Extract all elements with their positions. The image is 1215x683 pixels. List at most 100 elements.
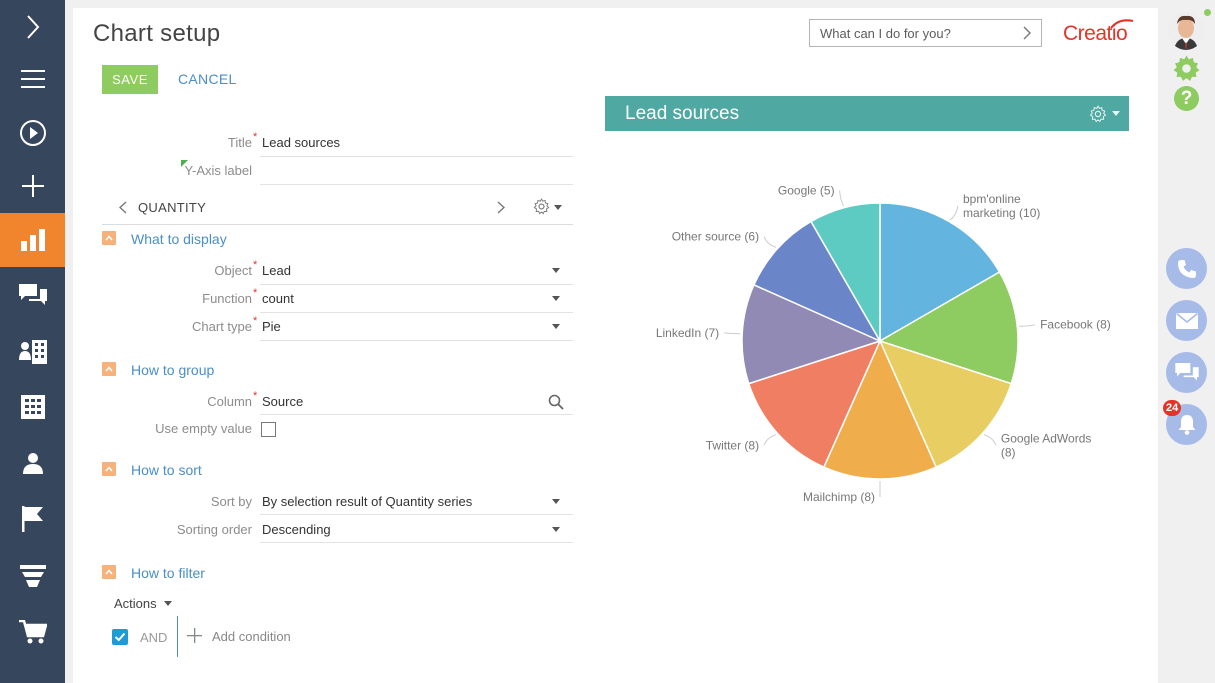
pie-slice-5[interactable] bbox=[741, 283, 883, 385]
nav-expand-icon[interactable] bbox=[0, 0, 65, 54]
pie-label-2: Google AdWords (8) bbox=[1001, 431, 1092, 459]
save-button[interactable]: SAVE bbox=[102, 65, 158, 94]
object-select[interactable]: Lead bbox=[262, 263, 291, 278]
collapse-what-to-display-icon[interactable] bbox=[102, 231, 116, 245]
nav-contacts-building-icon[interactable] bbox=[0, 325, 65, 379]
chart-type-select[interactable]: Pie bbox=[262, 319, 281, 334]
series-settings-gear-icon[interactable] bbox=[533, 198, 550, 215]
function-select[interactable]: count bbox=[262, 291, 294, 306]
use-empty-value-checkbox[interactable] bbox=[261, 422, 276, 437]
y-axis-input[interactable] bbox=[262, 163, 572, 179]
section-what-to-display[interactable]: What to display bbox=[131, 231, 227, 247]
nav-add-icon[interactable] bbox=[0, 159, 65, 213]
chart-settings-dropdown-icon[interactable] bbox=[1112, 111, 1120, 116]
filter-actions-label: Actions bbox=[114, 596, 157, 611]
column-lookup[interactable]: Source bbox=[262, 394, 304, 409]
filter-actions-button[interactable]: Actions bbox=[114, 596, 157, 611]
chart-type-label: Chart type bbox=[192, 319, 252, 334]
title-underline bbox=[260, 156, 573, 157]
filter-group-line bbox=[177, 616, 178, 657]
nav-chat-icon[interactable] bbox=[0, 269, 65, 323]
object-label: Object bbox=[214, 263, 252, 278]
filter-actions-dropdown-icon[interactable] bbox=[164, 601, 172, 606]
user-avatar[interactable] bbox=[1168, 12, 1204, 50]
add-condition-plus-icon[interactable] bbox=[187, 628, 202, 643]
title-label: Title bbox=[227, 135, 252, 150]
series-settings-dropdown-icon[interactable] bbox=[554, 205, 562, 210]
series-prev-icon[interactable] bbox=[119, 201, 127, 214]
email-icon[interactable] bbox=[1166, 300, 1207, 341]
localization-corner-icon bbox=[181, 160, 188, 167]
nav-funnel-icon[interactable] bbox=[0, 549, 65, 603]
y-axis-underline bbox=[260, 184, 573, 185]
notification-count-badge: 24 bbox=[1163, 400, 1182, 416]
pie-slice-1[interactable] bbox=[878, 270, 1019, 385]
pie-slice-2[interactable] bbox=[878, 339, 1013, 469]
sort-by-select[interactable]: By selection result of Quantity series bbox=[262, 494, 473, 509]
command-placeholder: What can I do for you? bbox=[820, 25, 951, 41]
object-dropdown-icon[interactable] bbox=[552, 268, 560, 273]
nav-menu-icon[interactable] bbox=[0, 52, 65, 106]
nav-person-icon[interactable] bbox=[0, 436, 65, 490]
chevron-right-icon[interactable] bbox=[1023, 26, 1031, 40]
column-required-mark: * bbox=[253, 390, 258, 402]
pie-leader-line-2 bbox=[983, 434, 997, 446]
pie-label-6: Other source (6) bbox=[672, 230, 759, 244]
add-condition-button[interactable]: Add condition bbox=[212, 629, 291, 644]
series-next-icon[interactable] bbox=[497, 201, 505, 214]
pie-slice-4[interactable] bbox=[747, 339, 882, 469]
command-line-input[interactable]: What can I do for you? bbox=[809, 19, 1042, 47]
pie-leader-line-0 bbox=[949, 205, 959, 221]
online-status-dot bbox=[1204, 9, 1211, 16]
sorting-order-underline bbox=[260, 542, 573, 543]
nav-accounts-icon[interactable] bbox=[0, 380, 65, 434]
pie-slice-0[interactable] bbox=[879, 202, 1001, 343]
sort-by-dropdown-icon[interactable] bbox=[552, 499, 560, 504]
pie-slice-6[interactable] bbox=[752, 220, 882, 343]
pie-slice-7[interactable] bbox=[809, 202, 881, 344]
sort-by-label: Sort by bbox=[210, 494, 252, 509]
cancel-button[interactable]: CANCEL bbox=[178, 71, 237, 87]
column-underline bbox=[260, 414, 573, 415]
function-underline bbox=[260, 312, 573, 313]
pie-leader-line-5 bbox=[724, 332, 741, 335]
search-icon[interactable] bbox=[548, 394, 564, 410]
chat-icon[interactable] bbox=[1166, 352, 1207, 393]
pie-leader-line-6 bbox=[763, 236, 777, 248]
page-title: Chart setup bbox=[93, 20, 221, 47]
sorting-order-select[interactable]: Descending bbox=[262, 522, 331, 537]
pie-label-5: LinkedIn (7) bbox=[656, 326, 719, 340]
section-how-to-group[interactable]: How to group bbox=[131, 362, 215, 378]
chart-type-dropdown-icon[interactable] bbox=[552, 324, 560, 329]
left-nav bbox=[0, 0, 65, 683]
pie-label-0: bpm'online marketing (10) bbox=[963, 192, 1040, 220]
pie-label-7: Google (5) bbox=[778, 183, 835, 197]
creatio-logo: Creatio bbox=[1063, 18, 1141, 48]
series-tab-quantity[interactable]: QUANTITY bbox=[138, 200, 207, 215]
right-communication-bar: ? 24 bbox=[1158, 0, 1215, 683]
section-how-to-sort[interactable]: How to sort bbox=[131, 462, 202, 478]
phone-icon[interactable] bbox=[1166, 248, 1207, 289]
collapse-how-to-filter-icon[interactable] bbox=[102, 565, 116, 579]
nav-cart-icon[interactable] bbox=[0, 605, 65, 659]
pie-slice-3[interactable] bbox=[822, 339, 938, 480]
nav-analytics-icon[interactable] bbox=[0, 213, 65, 267]
collapse-how-to-sort-icon[interactable] bbox=[102, 462, 116, 476]
column-label: Column bbox=[207, 394, 252, 409]
help-question-icon[interactable]: ? bbox=[1174, 86, 1199, 111]
title-input[interactable]: Lead sources bbox=[262, 135, 341, 150]
nav-flag-icon[interactable] bbox=[0, 492, 65, 546]
section-how-to-filter[interactable]: How to filter bbox=[131, 565, 205, 581]
function-dropdown-icon[interactable] bbox=[552, 296, 560, 301]
collapse-how-to-group-icon[interactable] bbox=[102, 362, 116, 376]
pie-leader-line-1 bbox=[1019, 324, 1036, 327]
pie-label-4: Twitter (8) bbox=[706, 438, 759, 452]
series-tab-divider bbox=[102, 224, 573, 225]
nav-play-icon[interactable] bbox=[0, 106, 65, 160]
system-designer-gear-icon[interactable] bbox=[1173, 55, 1200, 82]
sorting-order-dropdown-icon[interactable] bbox=[552, 527, 560, 532]
pie-leader-line-4 bbox=[763, 434, 777, 446]
pie-leader-line-7 bbox=[839, 190, 845, 207]
chart-settings-gear-icon[interactable] bbox=[1089, 105, 1107, 123]
and-group-checkbox[interactable] bbox=[112, 629, 128, 645]
